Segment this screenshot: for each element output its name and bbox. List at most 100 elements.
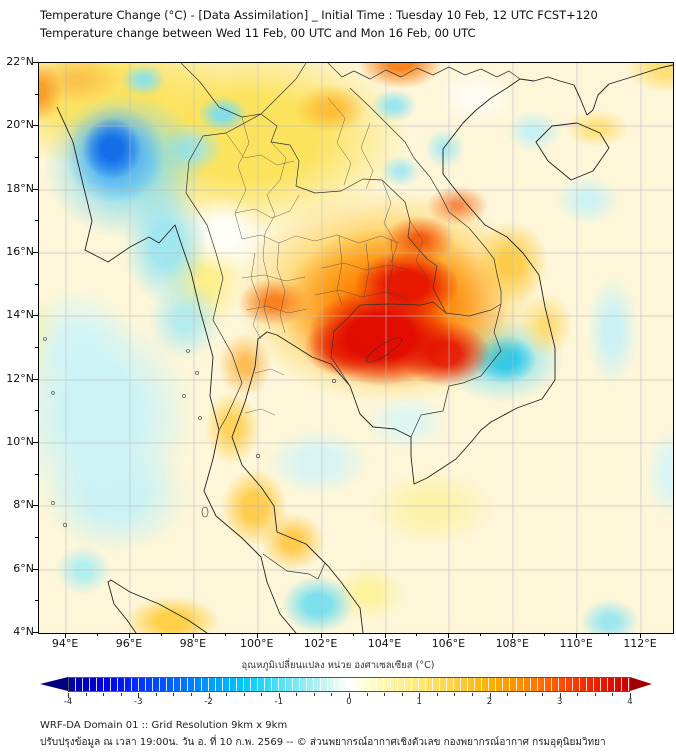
figure-title-line2: Temperature change between Wed 11 Feb, 0… [40, 26, 476, 40]
footer-domain-info: WRF-DA Domain 01 :: Grid Resolution 9km … [40, 720, 288, 731]
y-axis-minor-tick [35, 410, 38, 412]
colorbar-minor-tick [226, 693, 228, 696]
y-axis-minor-tick [35, 347, 38, 348]
colorbar-right-arrow [630, 677, 652, 691]
y-axis-minor-tick [35, 283, 38, 285]
colorbar-minor-tick [612, 693, 614, 696]
temperature-field [39, 63, 673, 633]
colorbar-tick-label: 0 [346, 697, 352, 707]
x-axis-tick [192, 633, 194, 638]
x-axis-tick-label: 112°E [623, 637, 657, 650]
x-axis-tick-label: 104°E [367, 637, 402, 650]
colorbar-major-tick [68, 693, 69, 698]
colorbar-minor-tick [542, 693, 544, 696]
colorbar-minor-tick [366, 693, 368, 696]
colorbar-minor-tick [296, 693, 298, 696]
colorbar-major-tick [138, 693, 140, 698]
coastlines [56, 64, 673, 633]
colorbar-tick-label: 2 [486, 697, 493, 707]
x-axis-minor-tick [608, 633, 610, 636]
colorbar-tick-label: -2 [204, 697, 213, 707]
colorbar-major-tick [208, 693, 210, 698]
x-axis-tick [65, 633, 67, 638]
y-axis-tick-label: 18°N [6, 181, 34, 195]
x-axis-tick [384, 633, 386, 638]
footer-update-info: ปรับปรุงข้อมูล ณ เวลา 19:00น. วัน อ. ที่… [40, 737, 606, 748]
colorbar-tick-label: 1 [416, 697, 422, 707]
colorbar-minor-tick [190, 693, 192, 696]
x-axis-minor-tick [288, 633, 290, 636]
colorbar-gradient [68, 677, 630, 692]
colorbar-minor-tick [454, 693, 456, 696]
colorbar-tick-label: 3 [557, 697, 563, 707]
y-axis-tick-label: 12°N [6, 371, 34, 385]
x-axis-tick [512, 633, 514, 638]
colorbar-major-tick [349, 693, 350, 698]
y-axis-tick [33, 315, 38, 317]
x-axis-tick-label: 108°E [495, 637, 530, 650]
y-axis-tick-label: 4°N [13, 625, 34, 638]
figure-title-line1: Temperature Change (°C) - [Data Assimila… [40, 8, 598, 22]
y-axis-minor-tick [35, 157, 38, 158]
colorbar-minor-tick [313, 693, 315, 696]
colorbar-minor-tick [261, 693, 263, 696]
colorbar-left-arrow [40, 677, 68, 691]
x-axis-tick [448, 633, 450, 638]
colorbar-major-tick [489, 693, 491, 698]
colorbar-minor-tick [384, 693, 386, 696]
x-axis-minor-tick [224, 633, 226, 636]
y-axis-minor-tick [35, 600, 38, 602]
y-axis-minor-tick [35, 473, 38, 475]
colorbar-tick-label: 4 [627, 697, 633, 707]
x-axis-minor-tick [97, 633, 99, 636]
colorbar-minor-tick [524, 693, 526, 696]
colorbar-minor-tick [103, 693, 105, 696]
colorbar-label: อุณหภูมิเปลี่ยนแปลง หน่วย องศาเซลเซียส (… [241, 660, 435, 671]
y-axis-tick [33, 62, 38, 63]
x-axis-tick-label: 94°E [51, 637, 79, 650]
x-axis-minor-tick [544, 633, 546, 636]
colorbar-minor-tick [120, 693, 122, 696]
colorbar-major-tick [559, 693, 561, 698]
map-overlay [39, 63, 673, 633]
colorbar-minor-tick [243, 693, 245, 696]
x-axis-minor-tick [160, 633, 162, 636]
y-axis-tick [33, 505, 38, 507]
colorbar: -4 -3 -2 -1 0 1 2 3 4 [40, 677, 652, 707]
y-axis-tick [33, 125, 38, 127]
y-axis-tick [33, 378, 38, 380]
y-axis-tick-label: 6°N [13, 561, 34, 575]
y-axis-tick-label: 22°N [6, 55, 34, 68]
colorbar-minor-tick [401, 693, 403, 696]
x-axis-minor-tick [352, 633, 354, 636]
lakes-islands [43, 337, 403, 528]
x-axis-tick-label: 106°E [431, 637, 466, 650]
x-axis-tick [576, 633, 578, 638]
colorbar-minor-tick [155, 693, 157, 696]
colorbar-major-tick [419, 693, 421, 698]
y-axis-tick [33, 188, 38, 190]
y-axis-minor-tick [35, 220, 38, 222]
x-axis-tick-label: 96°E [115, 637, 143, 650]
y-axis-tick-label: 8°N [13, 498, 34, 512]
province-borders [225, 97, 430, 416]
colorbar-minor-tick [436, 693, 438, 696]
colorbar-tick-label: -4 [63, 697, 73, 707]
colorbar-minor-tick [577, 693, 579, 696]
colorbar-tick-label: -1 [274, 697, 283, 707]
colorbar-minor-tick [85, 693, 87, 696]
y-axis-tick [33, 442, 38, 443]
x-axis-tick [320, 633, 322, 638]
x-axis-minor-tick [416, 633, 418, 636]
map-plot-area [38, 62, 674, 634]
x-axis-tick-label: 102°E [303, 637, 338, 650]
y-axis-tick [33, 632, 38, 633]
y-axis-tick [33, 568, 38, 570]
y-axis-tick-label: 16°N [6, 245, 34, 258]
colorbar-minor-tick [331, 693, 333, 696]
y-axis-minor-tick [35, 537, 38, 538]
colorbar-minor-tick [471, 693, 473, 696]
y-axis-tick-label: 14°N [6, 308, 34, 322]
x-axis-tick-label: 98°E [179, 637, 207, 650]
